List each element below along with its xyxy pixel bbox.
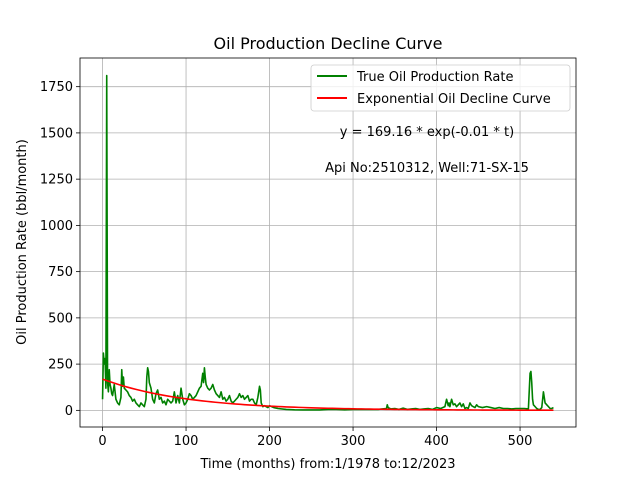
axes-frame xyxy=(79,57,577,428)
y-tick-label: 250 xyxy=(48,358,73,373)
fit-equation-annotation: y = 169.16 * exp(-0.01 * t) xyxy=(340,125,514,140)
series-true-oil-production-rate xyxy=(101,74,554,411)
x-tick-label: 300 xyxy=(341,434,366,449)
x-tick-label: 400 xyxy=(424,434,449,449)
y-tick-label: 1250 xyxy=(40,173,73,188)
y-tick-label: 500 xyxy=(48,311,73,326)
chart-title: Oil Production Decline Curve xyxy=(214,34,443,53)
y-tick-label: 1750 xyxy=(40,80,73,95)
y-tick-label: 750 xyxy=(48,265,73,280)
well-info-annotation: Api No:2510312, Well:71-SX-15 xyxy=(325,161,529,176)
x-tick-label: 100 xyxy=(174,434,199,449)
grid xyxy=(80,58,576,427)
y-tick-label: 1500 xyxy=(40,126,73,141)
series-layer xyxy=(101,74,554,412)
legend-label-true-rate: True Oil Production Rate xyxy=(356,70,513,85)
y-tick-label: 0 xyxy=(65,404,73,419)
y-tick-label: 1000 xyxy=(40,219,73,234)
legend: True Oil Production Rate Exponential Oil… xyxy=(310,64,571,112)
x-tick-label: 500 xyxy=(508,434,533,449)
ticks: 0 100 200 300 400 500 0 250 500 750 1000 1250 1500 17… xyxy=(40,80,533,449)
y-axis-label: Oil Production Rate (bbl/month) xyxy=(15,139,30,345)
legend-box xyxy=(310,64,571,112)
series-exponential-decline-curve xyxy=(102,378,554,412)
x-axis-label: Time (months) from:1/1978 to:12/2023 xyxy=(199,457,455,472)
legend-label-exponential-curve: Exponential Oil Decline Curve xyxy=(357,92,551,107)
x-tick-label: 200 xyxy=(257,434,282,449)
x-tick-label: 0 xyxy=(98,434,106,449)
